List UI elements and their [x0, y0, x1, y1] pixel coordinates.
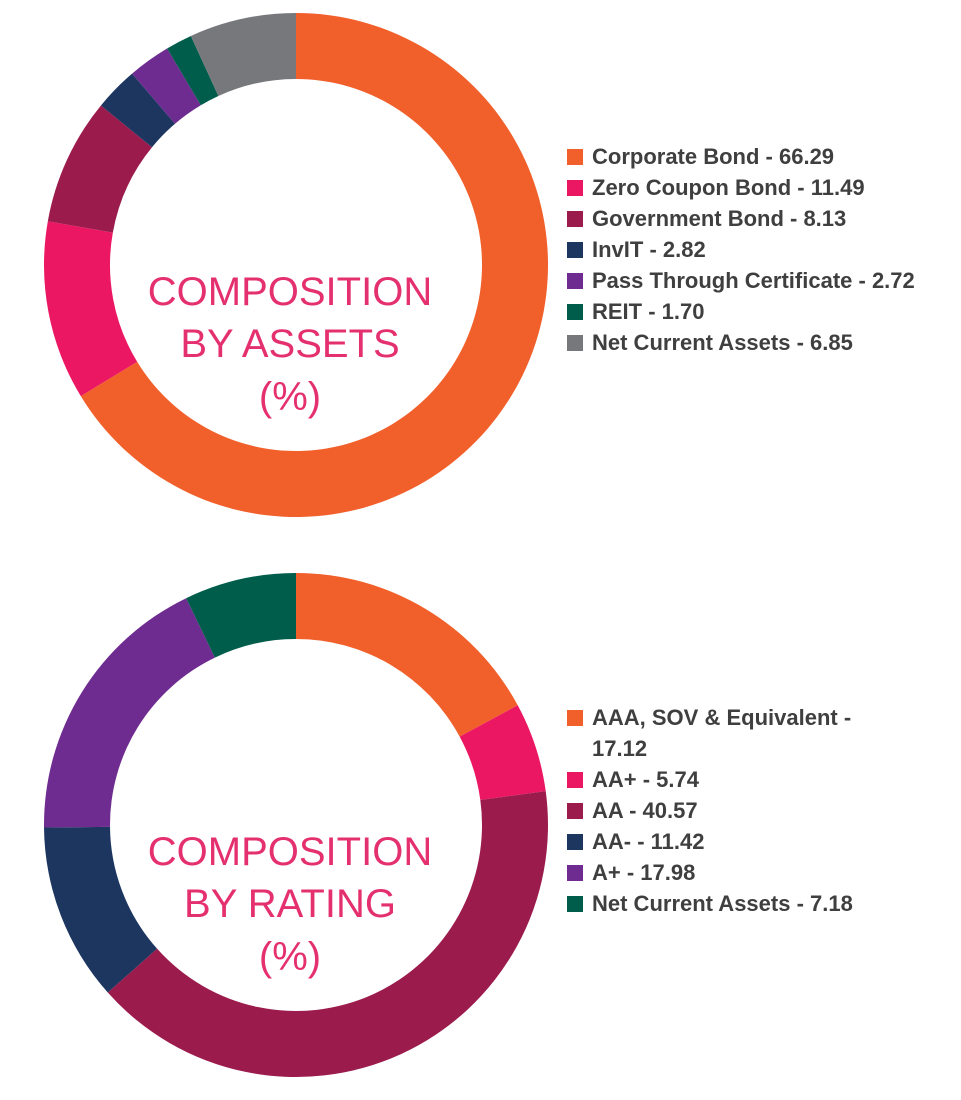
- legend-swatch: [567, 149, 583, 165]
- legend-label: Pass Through Certificate - 2.72: [592, 268, 915, 293]
- slice-aa: [107, 791, 549, 1078]
- rating-donut-chart: COMPOSITION BY RATING (%): [44, 573, 549, 1078]
- slice-net-current-assets: [190, 13, 296, 96]
- assets-legend: Corporate Bond - 66.29 Zero Coupon Bond -…: [567, 141, 957, 358]
- center-title-line-1: COMPOSITION: [148, 270, 432, 314]
- legend-swatch: [567, 772, 583, 788]
- center-title-line-3: (%): [259, 375, 321, 419]
- legend-label: Government Bond - 8.13: [592, 206, 847, 231]
- legend-swatch: [567, 273, 583, 289]
- center-title-line-2: BY ASSETS: [180, 322, 399, 366]
- slice-aaminus: [44, 826, 158, 993]
- legend-swatch: [567, 803, 583, 819]
- legend-swatch: [567, 304, 583, 320]
- legend-item: Corporate Bond - 66.29: [567, 141, 957, 172]
- legend-swatch: [567, 896, 583, 912]
- legend-swatch: [567, 865, 583, 881]
- legend-swatch: [567, 710, 583, 726]
- legend-swatch: [567, 180, 583, 196]
- legend-label: Corporate Bond - 66.29: [592, 144, 835, 169]
- legend-label: Zero Coupon Bond - 11.49: [592, 175, 865, 200]
- assets-donut-chart: COMPOSITION BY ASSETS (%): [44, 13, 548, 517]
- legend-label: REIT - 1.70: [592, 299, 705, 324]
- legend-label: InvIT - 2.82: [592, 237, 706, 262]
- legend-item: Net Current Assets - 7.18: [567, 888, 957, 919]
- legend-label: A+ - 17.98: [592, 860, 696, 885]
- slice-government-bond: [47, 105, 153, 233]
- legend-item: Zero Coupon Bond - 11.49: [567, 172, 957, 203]
- legend-item: InvIT - 2.82: [567, 234, 957, 265]
- legend-label: AAA, SOV & Equivalent - 17.12: [592, 705, 852, 761]
- slice-net-current-assets: [186, 573, 296, 658]
- slice-zero-coupon-bond: [44, 221, 138, 397]
- legend-item: AA+ - 5.74: [567, 764, 957, 795]
- legend-item: Government Bond - 8.13: [567, 203, 957, 234]
- center-title-line-3: (%): [259, 935, 321, 979]
- legend-swatch: [567, 242, 583, 258]
- legend-item: A+ - 17.98: [567, 857, 957, 888]
- slice-pass-through-certificate: [132, 48, 201, 124]
- legend-item: REIT - 1.70: [567, 296, 957, 327]
- center-title-line-1: COMPOSITION: [148, 830, 432, 874]
- center-title-line-2: BY RATING: [184, 882, 396, 926]
- slice-aaa-sov-equivalent: [296, 573, 518, 737]
- rating-legend: AAA, SOV & Equivalent - 17.12 AA+ - 5.74 A…: [567, 702, 957, 919]
- legend-swatch: [567, 335, 583, 351]
- slice-a: [44, 598, 215, 828]
- slice-invit: [100, 73, 176, 148]
- legend-label: Net Current Assets - 7.18: [592, 891, 853, 916]
- legend-item: AAA, SOV & Equivalent - 17.12: [567, 702, 902, 764]
- legend-swatch: [567, 211, 583, 227]
- slice-reit: [167, 35, 219, 106]
- slice-aa: [459, 705, 546, 801]
- legend-label: AA - 40.57: [592, 798, 698, 823]
- legend-item: AA- - 11.42: [567, 826, 957, 857]
- legend-label: AA- - 11.42: [592, 829, 705, 854]
- legend-item: AA - 40.57: [567, 795, 957, 826]
- legend-item: Pass Through Certificate - 2.72: [567, 265, 957, 296]
- legend-label: Net Current Assets - 6.85: [592, 330, 853, 355]
- legend-swatch: [567, 834, 583, 850]
- legend-label: AA+ - 5.74: [592, 767, 699, 792]
- legend-item: Net Current Assets - 6.85: [567, 327, 957, 358]
